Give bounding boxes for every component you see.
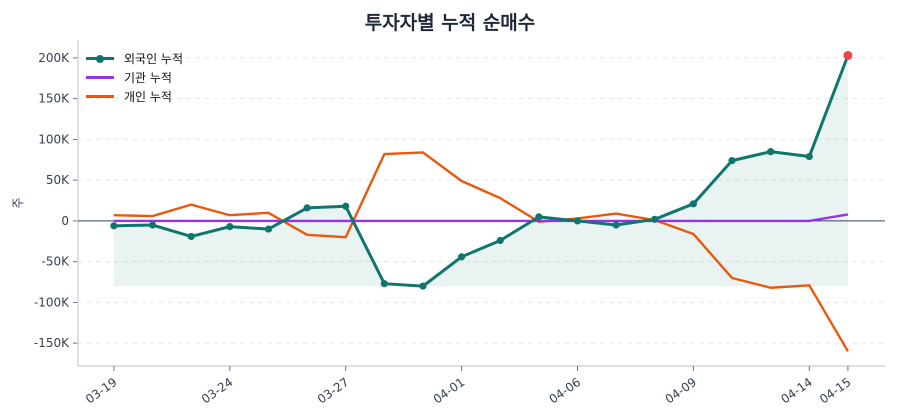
data-point [458, 253, 466, 261]
y-tick-label: -150K [34, 336, 70, 350]
data-point [380, 280, 388, 288]
y-tick-label: 100K [38, 132, 70, 146]
x-tick-label: 03-27 [315, 375, 352, 406]
legend-swatch [86, 54, 114, 63]
y-tick-label: 200K [38, 51, 70, 65]
y-tick-label: -100K [34, 295, 70, 309]
x-tick-label: 03-24 [199, 375, 236, 406]
y-tick-label: 150K [38, 92, 70, 106]
data-point [110, 222, 118, 230]
y-axis-label: 주 [11, 197, 25, 208]
data-point [689, 200, 697, 208]
data-point [342, 202, 350, 210]
y-tick-label: -50K [42, 255, 71, 269]
data-point [805, 152, 813, 161]
data-point [187, 232, 195, 241]
x-tick-label: 04-15 [817, 375, 854, 406]
data-point [535, 213, 543, 221]
data-point [419, 282, 427, 290]
y-tick-label: 50K [46, 173, 70, 187]
foreign-fill-area [113, 55, 848, 287]
y-tick-label: 0 [61, 214, 69, 228]
legend-item: 기관 누적 [86, 68, 183, 87]
legend-swatch [86, 76, 114, 79]
data-point [148, 221, 157, 229]
data-point [612, 221, 620, 229]
x-tick-label: 04-06 [547, 375, 584, 406]
data-point [651, 215, 659, 223]
legend-item: 외국인 누적 [86, 49, 183, 68]
legend-swatch [86, 95, 114, 98]
x-tick-label: 04-01 [431, 375, 468, 406]
series-line-0 [113, 54, 850, 288]
legend-label: 개인 누적 [124, 90, 172, 104]
chart-title: 투자자별 누적 순매수 [364, 12, 536, 34]
series-line-1 [113, 213, 849, 223]
x-tick-label: 04-14 [778, 375, 815, 406]
data-point [767, 148, 775, 156]
legend-label: 기관 누적 [124, 71, 172, 85]
legend-item: 개인 누적 [86, 87, 183, 106]
data-point [496, 236, 504, 245]
x-tick-label: 03-19 [83, 375, 120, 406]
data-point [264, 225, 273, 233]
data-point [226, 223, 234, 231]
data-point [573, 217, 582, 225]
data-point [728, 157, 736, 165]
x-tick-label: 04-09 [663, 375, 700, 406]
data-point [843, 50, 853, 60]
legend-label: 외국인 누적 [124, 52, 184, 66]
series-line-2 [113, 151, 849, 352]
data-point [303, 204, 311, 212]
